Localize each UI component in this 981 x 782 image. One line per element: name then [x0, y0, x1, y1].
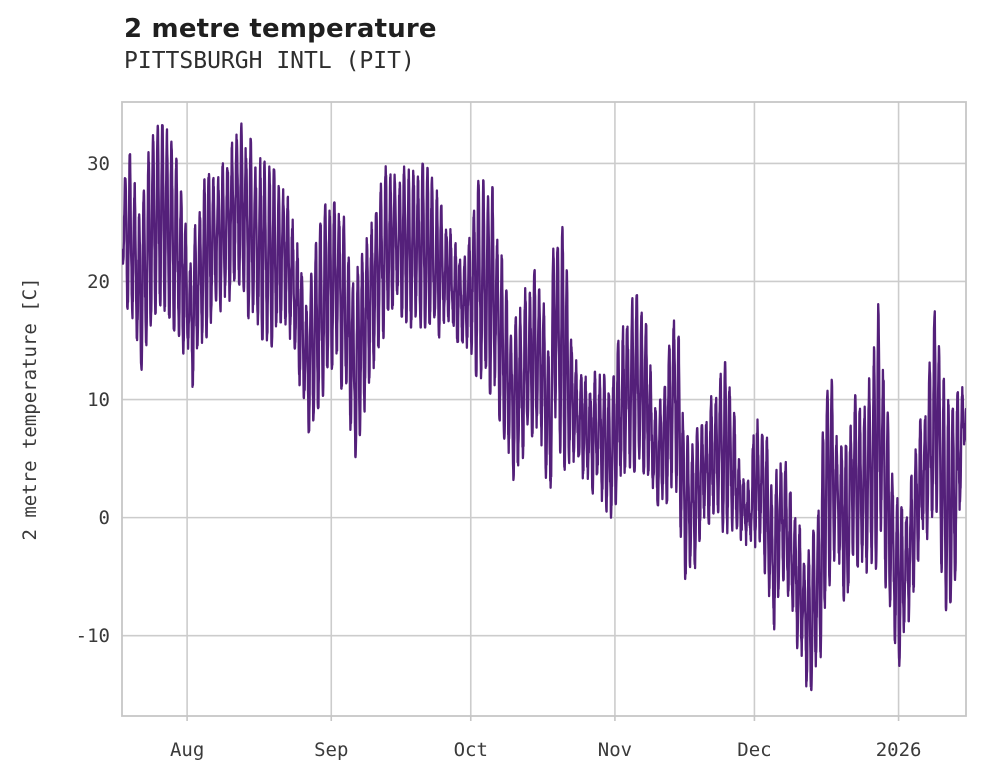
y-tick-label: -10 — [76, 625, 110, 647]
y-tick-label: 10 — [87, 389, 110, 411]
temperature-line — [122, 122, 966, 692]
y-tick-label: 20 — [87, 271, 110, 293]
x-tick-label: Nov — [598, 739, 632, 761]
x-tick-label: Aug — [170, 739, 204, 761]
chart-subtitle: PITTSBURGH INTL (PIT) — [124, 48, 415, 74]
x-tick-label: Oct — [454, 739, 488, 761]
y-tick-label: 30 — [87, 153, 110, 175]
x-tick-label: Dec — [737, 739, 771, 761]
x-tick-label: Sep — [314, 739, 348, 761]
x-tick-label: 2026 — [876, 739, 922, 761]
chart-title: 2 metre temperature — [124, 14, 437, 44]
y-tick-label: 0 — [99, 507, 110, 529]
